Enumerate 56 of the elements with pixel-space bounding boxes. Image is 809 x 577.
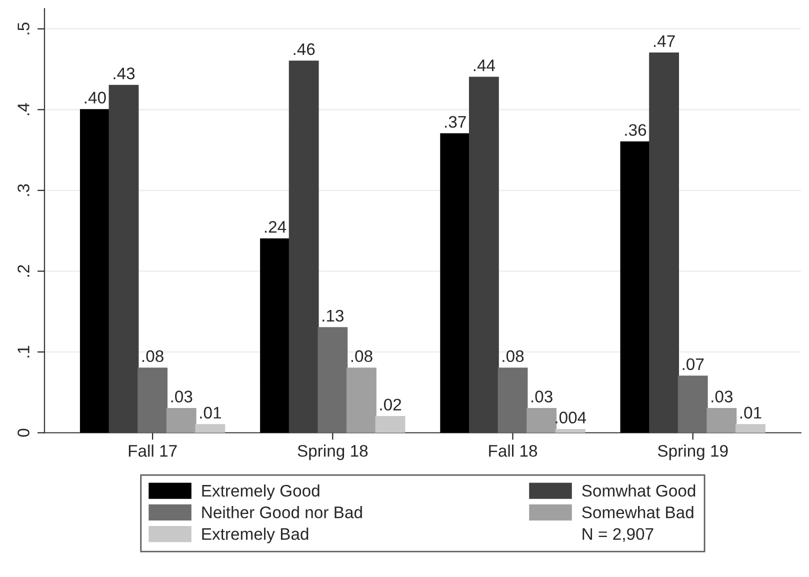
y-tick-label: .5 <box>18 22 30 34</box>
legend-label: Somewhat Bad <box>582 506 694 518</box>
data-label: .01 <box>200 406 221 419</box>
bar <box>108 84 139 433</box>
data-label: .46 <box>294 43 315 56</box>
bar <box>526 408 557 433</box>
bar <box>678 376 708 433</box>
legend-label: Extremely Good <box>202 484 320 500</box>
y-tick-label: .4 <box>18 103 30 116</box>
bar <box>706 408 737 433</box>
y-tick-label: .2 <box>18 265 30 277</box>
data-label: .03 <box>171 390 192 402</box>
data-label: .08 <box>142 350 164 362</box>
data-label: .40 <box>84 92 106 104</box>
bar <box>288 60 319 433</box>
bar <box>468 76 499 433</box>
bar <box>736 424 766 433</box>
data-label: .24 <box>264 221 286 233</box>
bar <box>260 238 290 433</box>
data-label: .44 <box>474 60 496 72</box>
x-tick-label: Spring 18 <box>298 444 368 460</box>
data-label: .02 <box>380 398 402 411</box>
bar <box>375 416 406 433</box>
data-label: .47 <box>654 35 675 47</box>
legend-label: Neither Good nor Bad <box>202 506 362 518</box>
bar <box>346 368 376 433</box>
y-tick-label: 0 <box>18 428 30 437</box>
data-label: .03 <box>532 390 552 402</box>
y-tick-label: .3 <box>18 184 30 196</box>
data-label: .004 <box>556 412 586 424</box>
data-label: .43 <box>114 68 135 80</box>
bar <box>166 408 196 433</box>
legend-label: Extremely Bad <box>202 528 308 544</box>
data-label: .36 <box>625 124 646 136</box>
data-label: .13 <box>322 310 344 322</box>
x-tick-label: Spring 19 <box>658 444 728 460</box>
data-label: .07 <box>682 358 704 370</box>
data-label: .37 <box>445 116 466 128</box>
y-tick-label: .1 <box>18 346 30 358</box>
text: N = 2,907 <box>582 528 654 542</box>
bar <box>80 109 110 433</box>
bar <box>138 368 168 433</box>
bar <box>440 133 470 433</box>
legend-label: Somwhat Good <box>582 484 696 497</box>
x-tick-label: Fall 18 <box>489 444 538 457</box>
bar <box>195 424 226 433</box>
bar <box>555 428 586 433</box>
bar <box>318 327 348 433</box>
data-label: .01 <box>740 406 762 419</box>
data-label: .03 <box>712 390 733 402</box>
x-tick-label: Fall 17 <box>128 444 177 457</box>
data-label: .08 <box>502 350 524 362</box>
bar <box>620 141 650 433</box>
data-label: .08 <box>351 350 372 362</box>
bar <box>498 368 528 433</box>
bar <box>649 52 679 433</box>
